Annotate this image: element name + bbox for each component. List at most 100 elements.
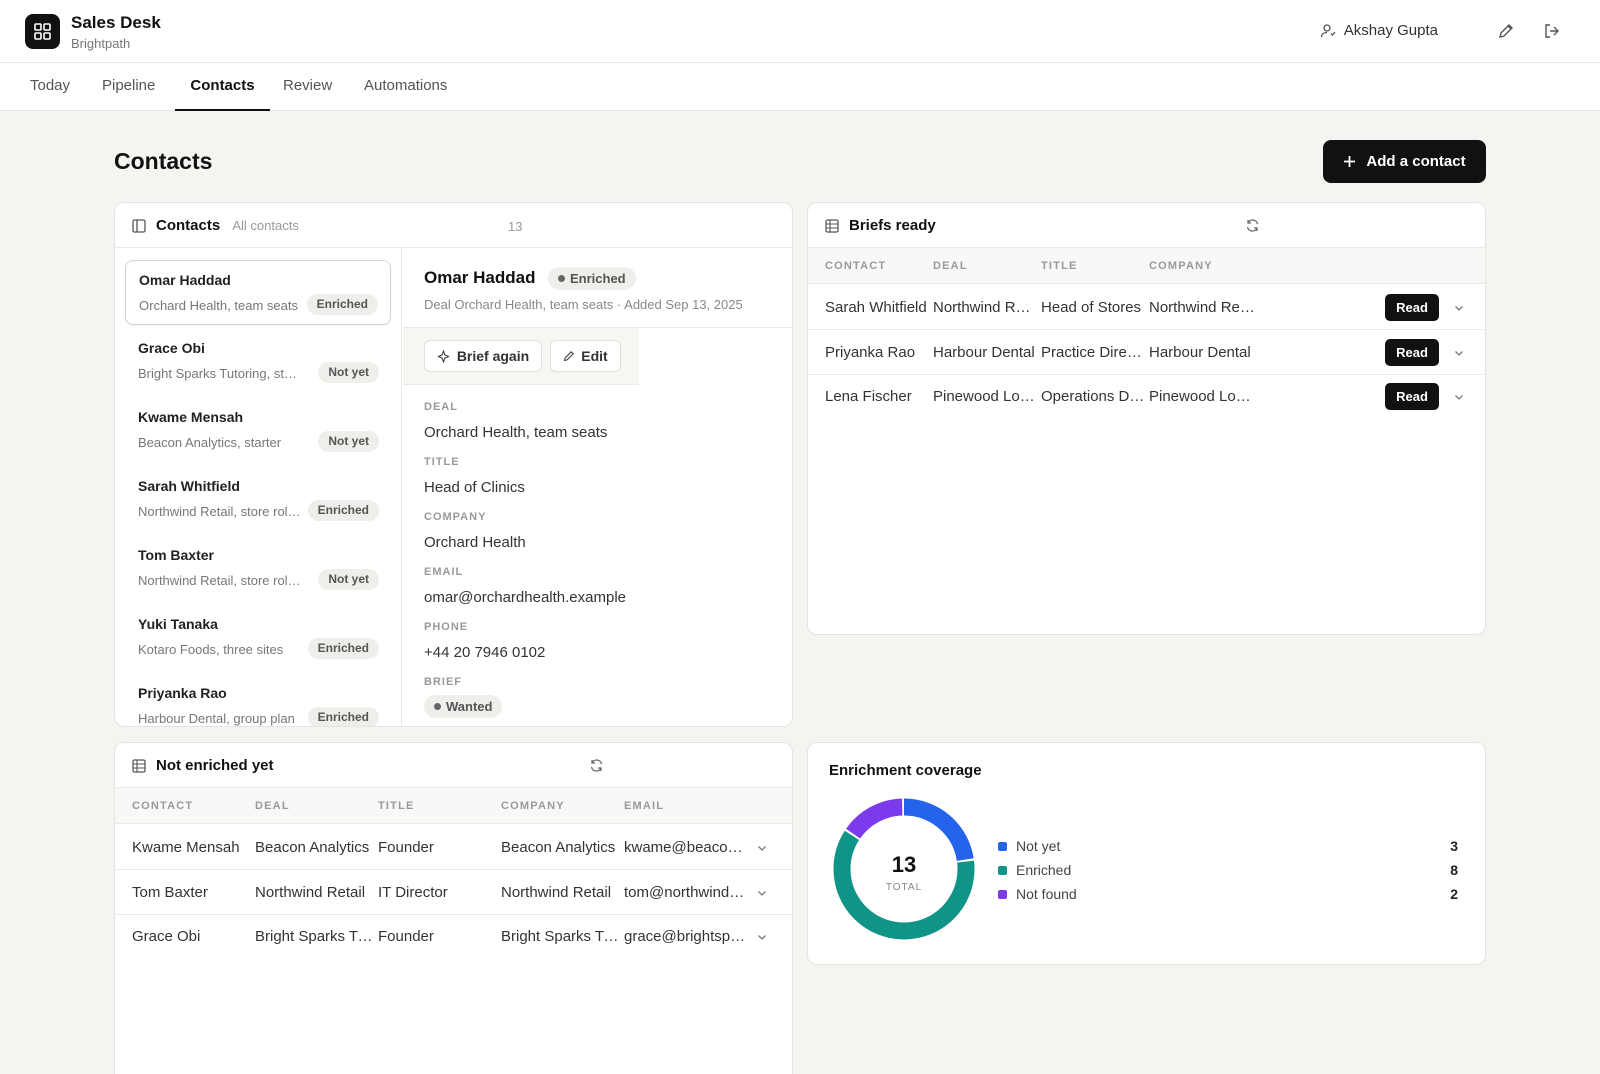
logout-icon[interactable] bbox=[1543, 22, 1563, 42]
briefs-ready-card: Briefs ready CONTACT DEAL TITLE COMPANY … bbox=[807, 202, 1486, 635]
contacts-filter[interactable]: All contacts bbox=[232, 218, 299, 233]
tab-automations[interactable]: Automations bbox=[364, 77, 448, 94]
status-dot bbox=[558, 275, 565, 282]
chevron-down-icon[interactable] bbox=[1453, 302, 1465, 314]
cell-contact: Kwame Mensah bbox=[132, 839, 240, 856]
cell-deal: Pinewood Logistics bbox=[933, 388, 1037, 405]
field-value-title: Head of Clinics bbox=[424, 479, 525, 496]
status-badge: Enriched bbox=[307, 638, 379, 659]
column-header: COMPANY bbox=[501, 800, 565, 812]
column-header: CONTACT bbox=[825, 260, 887, 272]
contacts-card-title-text: Contacts bbox=[156, 217, 221, 234]
app-logo[interactable] bbox=[25, 14, 60, 49]
tab-review[interactable]: Review bbox=[283, 77, 333, 94]
status-badge: Not yet bbox=[318, 569, 379, 590]
cell-email: grace@brightsparks.example bbox=[624, 928, 746, 945]
list-item[interactable]: Yuki Tanaka Kotaro Foods, three sites En… bbox=[125, 605, 391, 670]
contacts-card: Contacts All contacts 13 Omar Haddad Orc… bbox=[114, 202, 793, 727]
legend-label: Enriched bbox=[1016, 862, 1072, 878]
list-item[interactable]: Omar Haddad Orchard Health, team seats E… bbox=[125, 260, 391, 325]
legend-value: 2 bbox=[1450, 886, 1458, 902]
legend-item: Not found 2 bbox=[998, 885, 1458, 905]
brief-status-badge: Wanted bbox=[424, 695, 503, 718]
cell-contact: Priyanka Rao bbox=[825, 344, 916, 361]
tab-pipeline[interactable]: Pipeline bbox=[102, 77, 156, 94]
cell-company: Northwind Retail bbox=[501, 884, 612, 901]
contacts-card-header: Contacts All contacts 13 bbox=[115, 203, 792, 248]
cell-title: Practice Director bbox=[1041, 344, 1145, 361]
contact-detail: Omar Haddad Enriched Deal Orchard Health… bbox=[403, 248, 792, 726]
chevron-down-icon[interactable] bbox=[1453, 347, 1465, 359]
field-label-phone: PHONE bbox=[424, 621, 469, 633]
chevron-down-icon[interactable] bbox=[756, 887, 768, 899]
field-value-deal: Orchard Health, team seats bbox=[424, 424, 608, 441]
column-header: TITLE bbox=[1041, 260, 1078, 272]
brief-status-text: Wanted bbox=[446, 699, 493, 714]
edit-icon[interactable] bbox=[1497, 22, 1517, 42]
not-enriched-card: Not enriched yet CONTACT DEAL TITLE COMP… bbox=[114, 742, 793, 1074]
column-header: DEAL bbox=[933, 260, 968, 272]
cell-company: Beacon Analytics bbox=[501, 839, 616, 856]
list-item[interactable]: Kwame Mensah Beacon Analytics, starter N… bbox=[125, 398, 391, 463]
status-dot bbox=[434, 703, 441, 710]
field-value-email[interactable]: omar@orchardhealth.example bbox=[424, 589, 626, 606]
cell-contact: Tom Baxter bbox=[132, 884, 208, 901]
tab-contacts[interactable]: Contacts bbox=[175, 63, 270, 111]
main-nav: Today Pipeline Contacts Review Automatio… bbox=[0, 63, 1600, 111]
cell-deal: Bright Sparks Tutoring bbox=[255, 928, 375, 945]
detail-status-badge: Enriched bbox=[548, 267, 636, 290]
user-menu[interactable]: Akshay Gupta bbox=[1320, 22, 1438, 39]
contact-deal: Beacon Analytics, starter bbox=[138, 435, 282, 450]
row-divider bbox=[808, 374, 1485, 375]
refresh-icon[interactable] bbox=[1245, 218, 1260, 233]
list-item[interactable]: Sarah Whitfield Northwind Retail, store … bbox=[125, 467, 391, 532]
add-contact-button[interactable]: Add a contact bbox=[1323, 140, 1486, 183]
contact-deal: Kotaro Foods, three sites bbox=[138, 642, 284, 657]
list-item[interactable]: Grace Obi Bright Sparks Tutoring, starte… bbox=[125, 329, 391, 394]
enrichment-coverage-card: Enrichment coverage 13 TOTAL Not yet 3 Enr… bbox=[807, 742, 1486, 965]
coverage-donut-chart bbox=[833, 798, 975, 940]
chevron-down-icon[interactable] bbox=[756, 931, 768, 943]
list-item[interactable]: Priyanka Rao Harbour Dental, group plan … bbox=[125, 674, 391, 726]
briefs-card-header: Briefs ready bbox=[808, 203, 1485, 248]
contact-deal: Northwind Retail, store rollout bbox=[138, 573, 303, 588]
row-divider bbox=[808, 329, 1485, 330]
contact-name: Priyanka Rao bbox=[138, 685, 227, 701]
legend-label: Not yet bbox=[1016, 838, 1061, 854]
contact-name: Tom Baxter bbox=[138, 547, 214, 563]
donut-slice-not-yet bbox=[833, 798, 975, 940]
cell-title: Head of Stores bbox=[1041, 299, 1142, 316]
status-badge: Enriched bbox=[306, 294, 378, 315]
cell-email: kwame@beacon.example bbox=[624, 839, 746, 856]
brief-again-button[interactable]: Brief again bbox=[424, 340, 542, 372]
read-brief-button[interactable]: Read bbox=[1385, 339, 1439, 366]
plus-icon bbox=[1344, 156, 1356, 167]
panel-icon bbox=[132, 219, 146, 233]
app-title: Sales Desk bbox=[71, 13, 161, 32]
read-brief-button[interactable]: Read bbox=[1385, 294, 1439, 321]
read-brief-button[interactable]: Read bbox=[1385, 383, 1439, 410]
chevron-down-icon[interactable] bbox=[1453, 391, 1465, 403]
edit-button[interactable]: Edit bbox=[550, 340, 621, 372]
briefs-card-title: Briefs ready bbox=[849, 217, 936, 234]
page-title: Contacts bbox=[114, 148, 213, 174]
contact-name: Sarah Whitfield bbox=[138, 478, 240, 494]
field-value-phone[interactable]: +44 20 7946 0102 bbox=[424, 644, 546, 661]
table-header: CONTACT DEAL TITLE COMPANY bbox=[808, 248, 1485, 284]
column-header: TITLE bbox=[378, 800, 415, 812]
contact-name: Omar Haddad bbox=[139, 272, 231, 288]
field-label-title: TITLE bbox=[424, 456, 460, 468]
status-badge: Enriched bbox=[307, 707, 379, 726]
cell-email: tom@northwind.example bbox=[624, 884, 746, 901]
table-icon bbox=[132, 759, 146, 773]
tab-today[interactable]: Today bbox=[30, 77, 71, 94]
refresh-icon[interactable] bbox=[589, 758, 604, 773]
status-badge: Not yet bbox=[318, 431, 379, 452]
field-label-brief: BRIEF bbox=[424, 676, 462, 688]
legend-value: 3 bbox=[1450, 838, 1458, 854]
legend-item: Enriched 8 bbox=[998, 861, 1458, 881]
field-label-deal: DEAL bbox=[424, 401, 458, 413]
list-item[interactable]: Tom Baxter Northwind Retail, store rollo… bbox=[125, 536, 391, 601]
chevron-down-icon[interactable] bbox=[756, 842, 768, 854]
contacts-card-title: Contacts All contacts bbox=[156, 217, 299, 234]
